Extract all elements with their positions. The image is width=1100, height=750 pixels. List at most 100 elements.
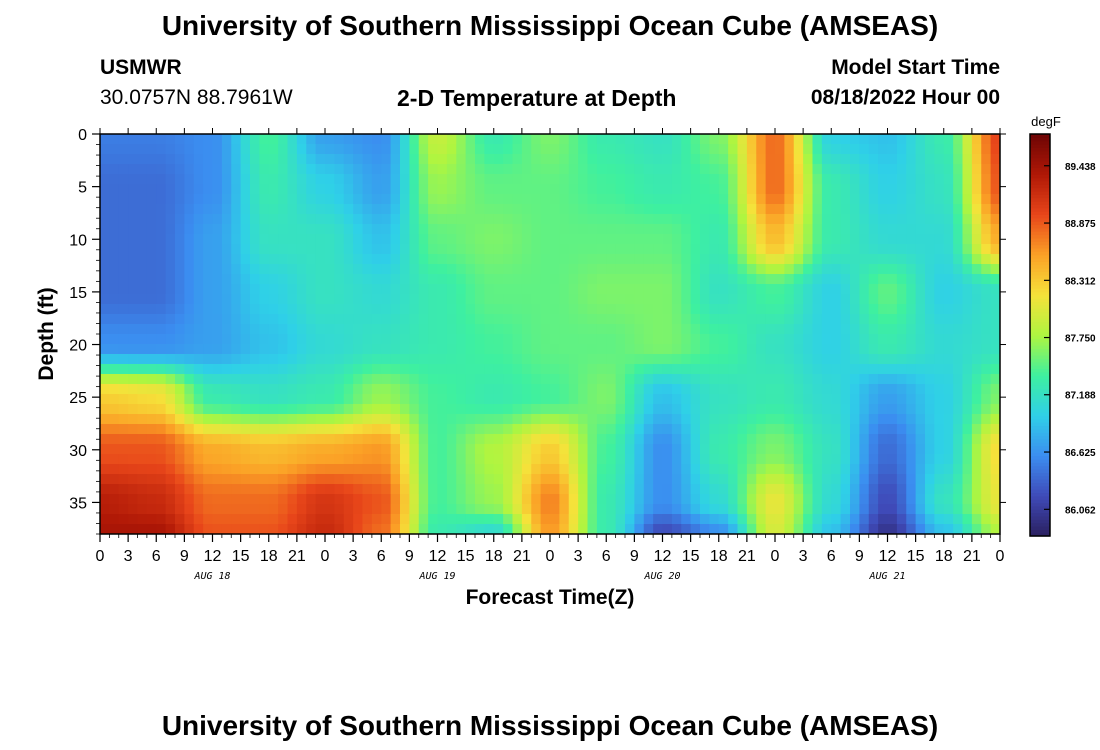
heatmap-cell [615, 184, 626, 195]
heatmap-cell [156, 364, 167, 375]
heatmap-cell [221, 324, 232, 335]
heatmap-cell [531, 224, 542, 235]
heatmap-cell [953, 284, 964, 295]
heatmap-cell [803, 464, 814, 475]
heatmap-cell [343, 354, 354, 365]
heatmap-cell [896, 344, 907, 355]
heatmap-cell [709, 474, 720, 485]
heatmap-cell [362, 374, 373, 385]
heatmap-cell [596, 484, 607, 495]
colorbar-segment [1030, 529, 1050, 534]
colorbar-segment [1030, 207, 1050, 212]
heatmap-cell [615, 464, 626, 475]
heatmap-cell [765, 394, 776, 405]
heatmap-cell [728, 474, 739, 485]
heatmap-cell [165, 384, 176, 395]
heatmap-cell [831, 404, 842, 415]
heatmap-cell [784, 344, 795, 355]
heatmap-cell [746, 494, 757, 505]
heatmap-cell [371, 314, 382, 325]
heatmap-cell [962, 214, 973, 225]
heatmap-cell [343, 444, 354, 455]
heatmap-cell [146, 204, 157, 215]
heatmap-cell [634, 474, 645, 485]
heatmap-cell [943, 184, 954, 195]
heatmap-cell [231, 164, 242, 175]
heatmap-cell [568, 404, 579, 415]
heatmap-cell [578, 314, 589, 325]
heatmap-cell [353, 434, 364, 445]
heatmap-cell [315, 294, 326, 305]
heatmap-cell [634, 524, 645, 534]
heatmap-cell [165, 354, 176, 365]
heatmap-cell [146, 344, 157, 355]
colorbar-segment [1030, 231, 1050, 236]
heatmap-cell [934, 324, 945, 335]
heatmap-cell [184, 524, 195, 534]
heatmap-cell [287, 184, 298, 195]
heatmap-cell [868, 504, 879, 515]
heatmap-cell [915, 224, 926, 235]
heatmap-cell [775, 384, 785, 395]
heatmap-cell [887, 214, 898, 225]
heatmap-cell [203, 494, 214, 505]
heatmap-cell [653, 204, 664, 215]
heatmap-cell [287, 284, 298, 295]
heatmap-cell [362, 314, 373, 325]
heatmap-cell [465, 184, 476, 195]
heatmap-cell [962, 274, 973, 285]
heatmap-cell [100, 144, 110, 155]
heatmap-cell [175, 484, 185, 495]
heatmap-cell [671, 444, 682, 455]
heatmap-cell [390, 384, 401, 395]
heatmap-cell [381, 454, 392, 465]
heatmap-cell [578, 404, 589, 415]
heatmap-cell [362, 334, 373, 345]
heatmap-cell [718, 494, 729, 505]
heatmap-cell [418, 334, 429, 345]
heatmap-cell [643, 464, 654, 475]
heatmap-cell [437, 304, 448, 315]
heatmap-cell [521, 454, 532, 465]
heatmap-cell [812, 154, 823, 165]
heatmap-cell [765, 454, 776, 465]
heatmap-cell [109, 414, 120, 425]
heatmap-cell [615, 504, 626, 515]
heatmap-cell [465, 454, 476, 465]
heatmap-cell [325, 334, 335, 345]
heatmap-cell [840, 174, 851, 185]
heatmap-cell [850, 514, 860, 525]
heatmap-cell [175, 364, 185, 375]
heatmap-cell [896, 234, 907, 245]
heatmap-cell [250, 214, 260, 225]
heatmap-cell [521, 354, 532, 365]
heatmap-cell [296, 154, 307, 165]
heatmap-cell [925, 484, 935, 495]
heatmap-cell [390, 444, 401, 455]
heatmap-cell [259, 264, 270, 275]
heatmap-cell [456, 484, 467, 495]
colorbar-tick-label: 86.062 [1065, 505, 1096, 516]
heatmap-cell [934, 214, 945, 225]
heatmap-cell [296, 164, 307, 175]
heatmap-cell [803, 234, 814, 245]
heatmap-cell [803, 274, 814, 285]
heatmap-cell [503, 504, 514, 515]
heatmap-cell [353, 404, 364, 415]
heatmap-cell [765, 274, 776, 285]
heatmap-cell [643, 374, 654, 385]
heatmap-cell [165, 274, 176, 285]
heatmap-cell [981, 504, 992, 515]
heatmap-cell [981, 154, 992, 165]
heatmap-cell [643, 284, 654, 295]
heatmap-cell [690, 414, 701, 425]
colorbar-segment [1030, 291, 1050, 296]
heatmap-cell [240, 214, 251, 225]
heatmap-cell [962, 374, 973, 385]
heatmap-cell [596, 454, 607, 465]
heatmap-cell [315, 214, 326, 225]
heatmap-cell [109, 264, 120, 275]
heatmap-cell [212, 134, 223, 145]
heatmap-cell [990, 164, 1000, 175]
heatmap-cell [521, 184, 532, 195]
